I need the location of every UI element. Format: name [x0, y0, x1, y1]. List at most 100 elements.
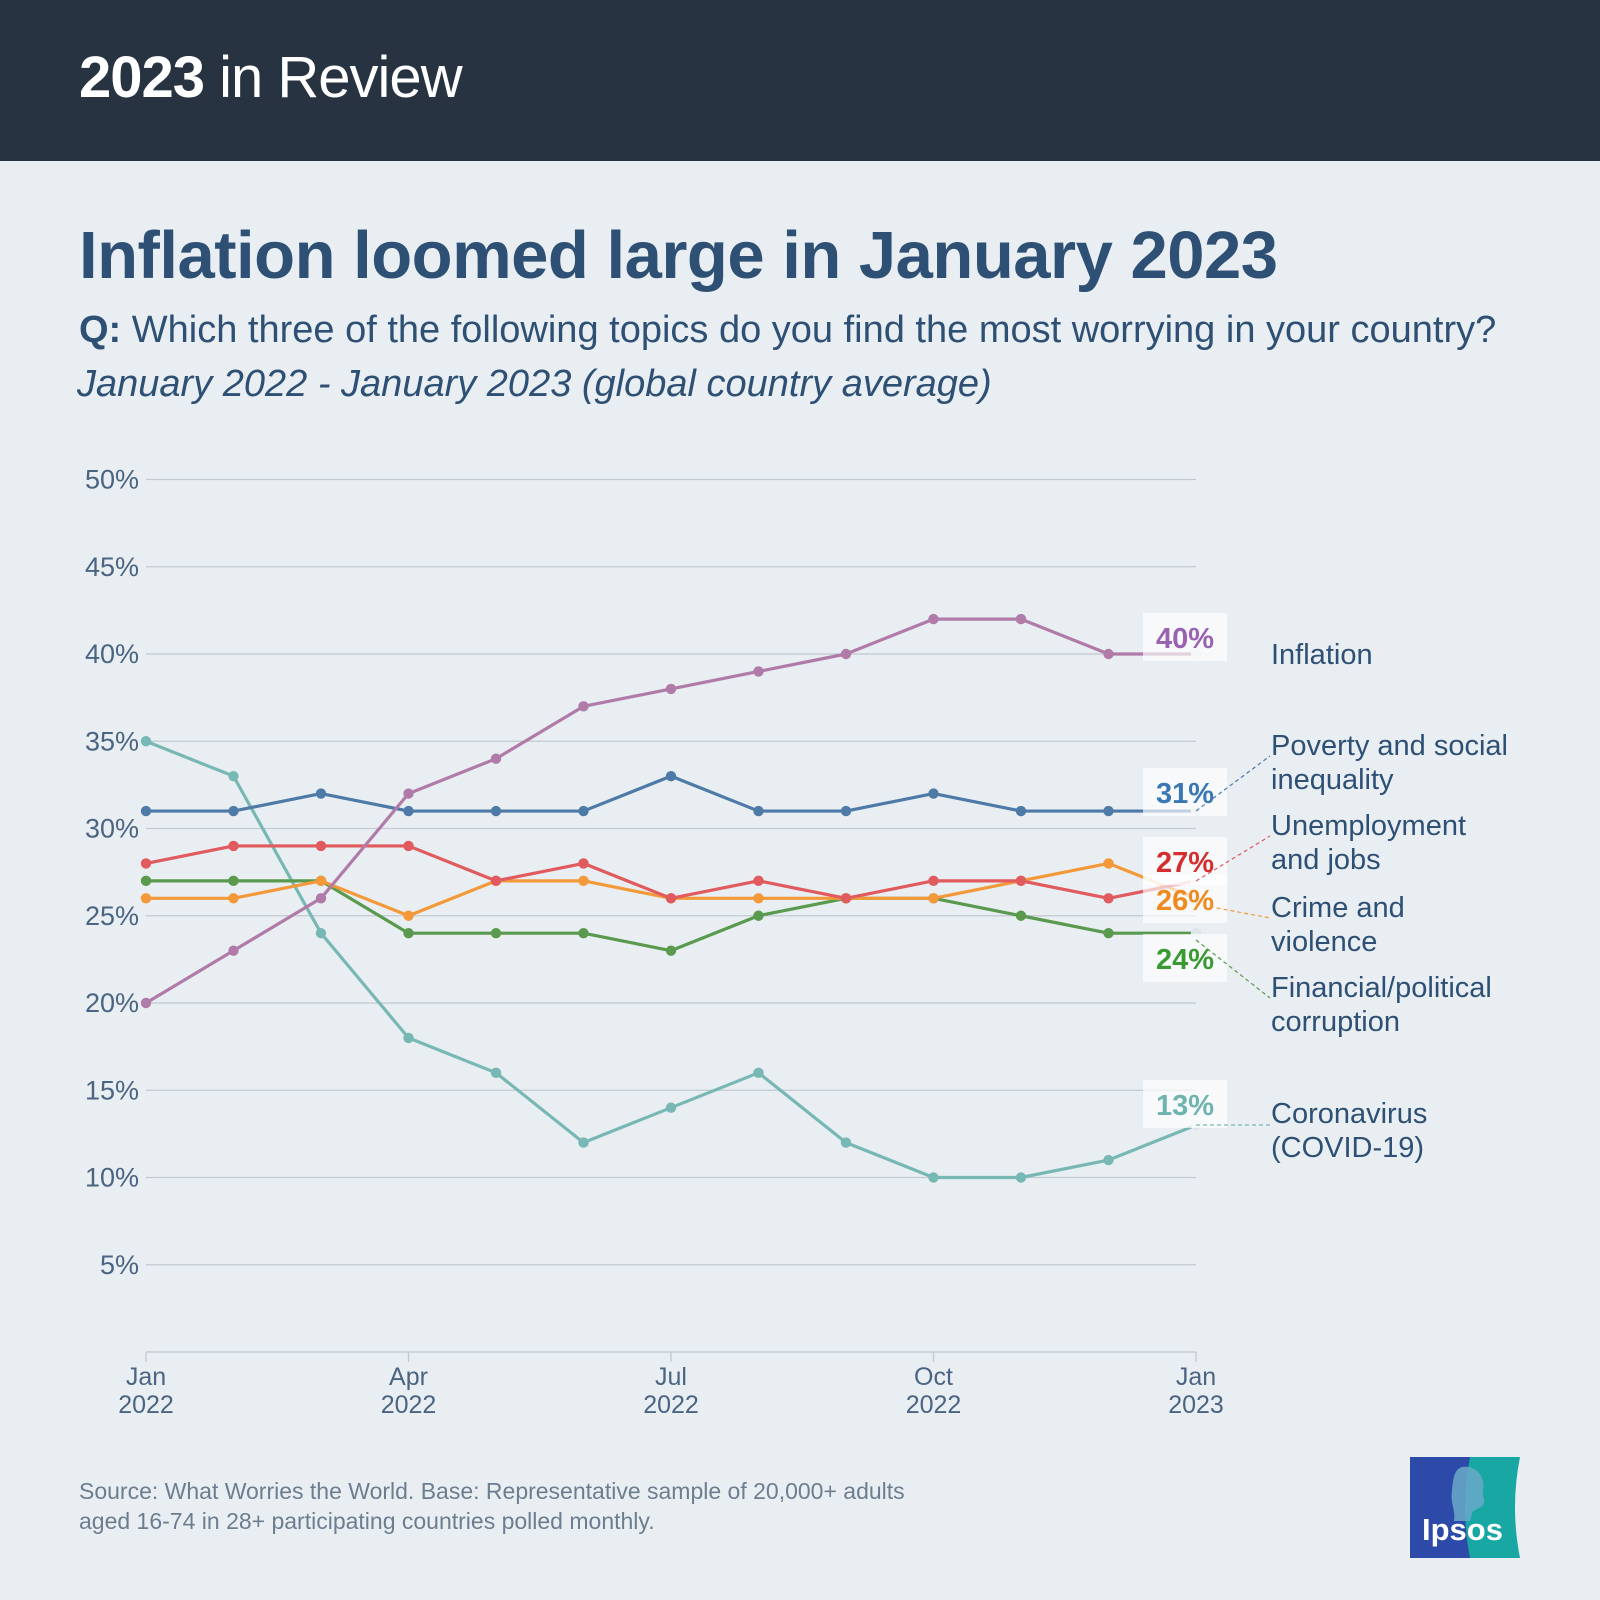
callout-coronavirus-covid-19: 13% Coronavirus(COVID-19): [1143, 1080, 1427, 1164]
end-value-label: 26%: [1156, 885, 1214, 917]
data-point-inflation: [490, 753, 502, 764]
data-point-poverty-and-social-inequality: [1015, 805, 1027, 817]
series-callouts: 13% Coronavirus(COVID-19) 24% Financial/pol…: [1143, 613, 1508, 1164]
source-line-2: aged 16-74 in 28+ participating countrie…: [79, 1508, 655, 1534]
data-point-inflation: [228, 945, 239, 956]
data-point-financial-political-corruption: [140, 875, 152, 887]
y-tick-label: 40%: [85, 639, 139, 669]
data-point-financial-political-corruption: [1015, 910, 1027, 921]
data-point-crime-and-violence: [578, 875, 589, 887]
data-point-unemployment-and-jobs: [665, 893, 677, 904]
data-point-poverty-and-social-inequality: [928, 788, 939, 799]
data-point-poverty-and-social-inequality: [665, 770, 677, 782]
y-tick-label: 50%: [85, 465, 139, 495]
data-point-financial-political-corruption: [490, 928, 502, 939]
data-point-unemployment-and-jobs: [928, 875, 939, 887]
x-tick-label-year: 2022: [381, 1391, 437, 1419]
brand-year: 2023: [79, 45, 205, 110]
data-point-crime-and-violence: [1103, 858, 1114, 869]
data-point-inflation: [928, 613, 939, 625]
legend-label: corruption: [1271, 1006, 1400, 1038]
x-tick-label-month: Jan: [1176, 1363, 1216, 1391]
callout-inflation: 40% Inflation: [1143, 613, 1373, 671]
x-tick-label-month: Apr: [389, 1363, 428, 1391]
legend-label: Poverty and social: [1271, 730, 1508, 762]
data-point-unemployment-and-jobs: [1015, 875, 1027, 887]
header-bar: [0, 0, 1600, 161]
data-point-coronavirus-covid-19: [228, 770, 239, 782]
question-prefix: Q:: [79, 309, 122, 351]
legend-label: and jobs: [1271, 844, 1381, 876]
data-point-coronavirus-covid-19: [490, 1067, 502, 1079]
data-point-financial-political-corruption: [403, 928, 414, 939]
leader-line: [1195, 835, 1271, 882]
data-point-poverty-and-social-inequality: [578, 805, 589, 817]
data-point-crime-and-violence: [228, 893, 239, 904]
data-point-financial-political-corruption: [753, 910, 764, 921]
data-point-inflation: [578, 701, 589, 712]
brand-subtitle: in Review: [204, 45, 462, 110]
legend-label: Financial/political: [1271, 972, 1492, 1004]
y-tick-label: 25%: [85, 901, 139, 931]
data-point-coronavirus-covid-19: [315, 928, 327, 939]
end-value-label: 24%: [1156, 944, 1214, 976]
end-label-box: [1143, 613, 1227, 661]
end-value-label: 27%: [1156, 847, 1214, 879]
x-tick-label-year: 2022: [118, 1391, 174, 1419]
survey-question: Q: Which three of the following topics d…: [79, 308, 1496, 352]
legend-label: inequality: [1271, 764, 1394, 796]
end-label-box: [1143, 1080, 1227, 1128]
data-point-inflation: [753, 666, 764, 677]
data-point-poverty-and-social-inequality: [315, 788, 327, 799]
data-point-coronavirus-covid-19: [140, 736, 152, 747]
data-point-inflation: [665, 683, 677, 695]
data-point-unemployment-and-jobs: [490, 875, 502, 887]
y-tick-label: 15%: [85, 1075, 139, 1105]
legend-label: Crime and: [1271, 892, 1405, 924]
data-point-coronavirus-covid-19: [753, 1067, 764, 1079]
y-tick-label: 10%: [85, 1163, 139, 1193]
legend-label: (COVID-19): [1271, 1132, 1424, 1164]
data-point-unemployment-and-jobs: [840, 893, 852, 904]
question-text: Which three of the following topics do y…: [121, 309, 1497, 351]
legend-label: Unemployment: [1271, 810, 1466, 842]
data-point-poverty-and-social-inequality: [753, 805, 764, 817]
end-value-label: 13%: [1156, 1090, 1214, 1122]
data-point-poverty-and-social-inequality: [228, 805, 239, 817]
data-point-crime-and-violence: [403, 910, 414, 921]
end-label-box: [1143, 837, 1227, 885]
series-coronavirus-covid-19: [140, 736, 1202, 1183]
data-point-crime-and-violence: [753, 893, 764, 904]
legend-label: Inflation: [1271, 639, 1373, 671]
data-point-unemployment-and-jobs: [578, 858, 589, 869]
leader-line: [1195, 755, 1271, 812]
brand-title: 2023 in Review: [79, 45, 463, 110]
data-point-coronavirus-covid-19: [928, 1172, 939, 1183]
x-tick-label-month: Oct: [914, 1363, 953, 1391]
logo-text: Ipsos: [1422, 1512, 1503, 1547]
chart-grid: [146, 478, 1196, 1266]
data-point-crime-and-violence: [928, 893, 939, 904]
data-point-unemployment-and-jobs: [753, 875, 764, 887]
source-line-1: Source: What Worries the World. Base: Re…: [79, 1478, 905, 1504]
data-point-poverty-and-social-inequality: [840, 805, 852, 817]
series-line-poverty-and-social-inequality: [146, 774, 1196, 813]
y-tick-label: 30%: [85, 814, 139, 844]
leader-line: [1195, 939, 1271, 999]
x-tick-label-year: 2022: [906, 1391, 962, 1419]
data-point-inflation: [403, 788, 414, 799]
y-tick-label: 45%: [85, 552, 139, 582]
chart-series: [140, 613, 1202, 1183]
source-note: Source: What Worries the World. Base: Re…: [79, 1476, 979, 1536]
data-point-coronavirus-covid-19: [665, 1102, 677, 1113]
y-tick-label: 20%: [85, 988, 139, 1018]
data-point-crime-and-violence: [315, 875, 327, 887]
end-label-box: [1143, 934, 1227, 982]
series-poverty-and-social-inequality: [140, 770, 1202, 817]
data-point-coronavirus-covid-19: [1103, 1154, 1114, 1166]
ipsos-logo: [1410, 1457, 1520, 1558]
